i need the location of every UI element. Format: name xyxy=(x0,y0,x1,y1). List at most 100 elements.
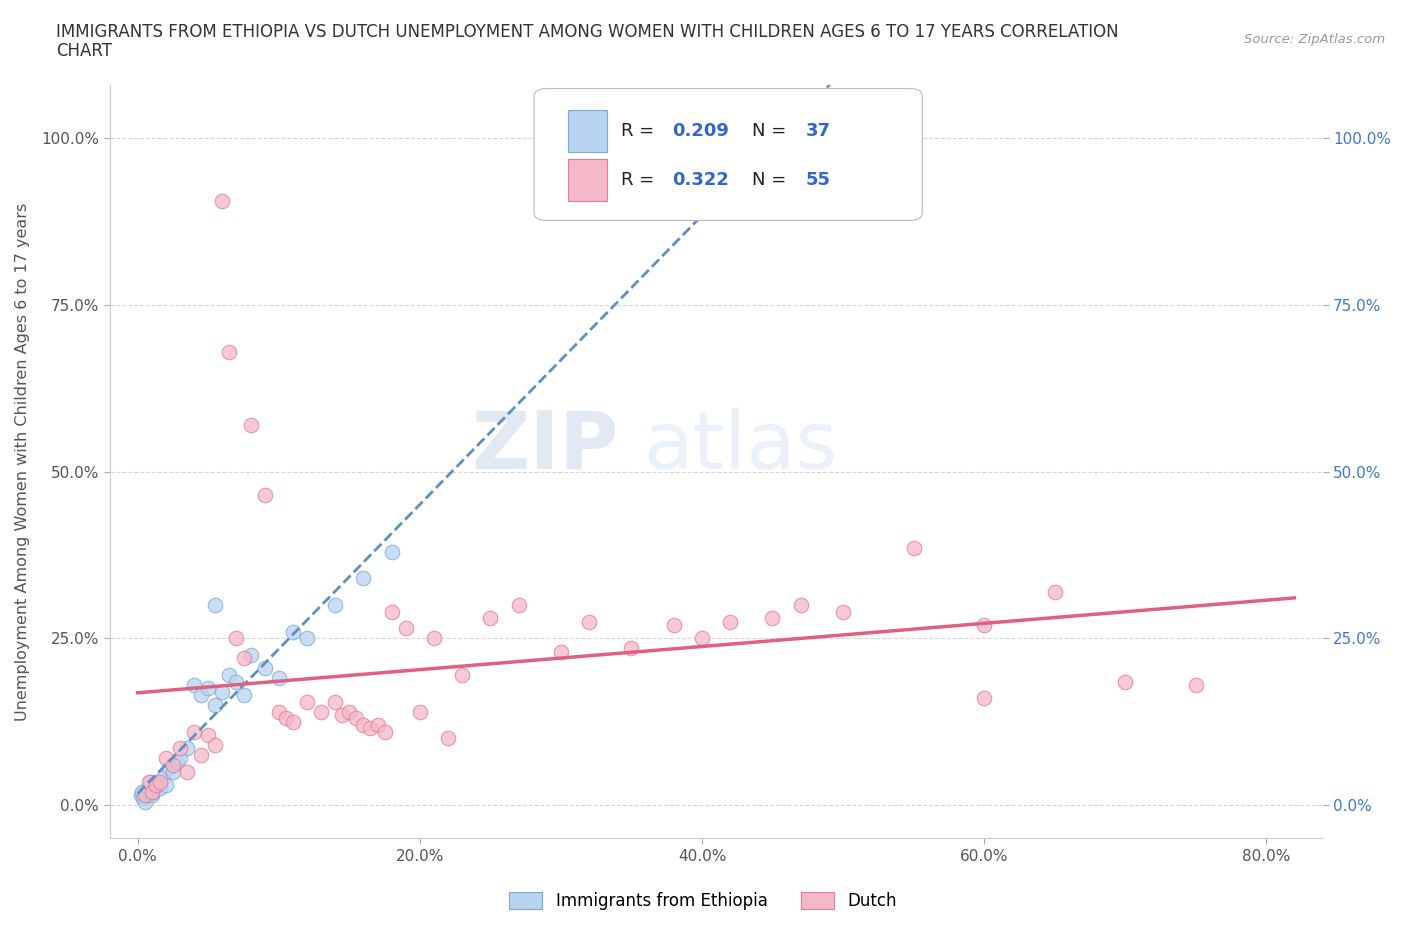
Point xyxy=(138,775,160,790)
Point xyxy=(138,784,160,799)
Point xyxy=(374,724,396,739)
Point xyxy=(211,684,233,699)
Point xyxy=(141,784,163,799)
Point xyxy=(267,671,290,685)
Point xyxy=(359,721,381,736)
Point xyxy=(141,788,163,803)
Text: N =: N = xyxy=(752,171,793,189)
Point xyxy=(352,718,374,733)
Point xyxy=(190,687,212,702)
FancyBboxPatch shape xyxy=(568,111,607,152)
Point xyxy=(508,598,530,613)
Point xyxy=(155,751,177,765)
Point xyxy=(367,718,389,733)
Point xyxy=(789,598,811,613)
Point xyxy=(352,571,374,586)
Point xyxy=(204,698,226,712)
Point xyxy=(690,631,713,645)
FancyBboxPatch shape xyxy=(534,88,922,220)
Point xyxy=(620,641,643,656)
Point xyxy=(1184,678,1206,693)
Point xyxy=(218,344,240,359)
Point xyxy=(225,631,247,645)
Point xyxy=(204,598,226,613)
Point xyxy=(157,761,180,776)
Point xyxy=(395,621,418,636)
Point xyxy=(337,704,360,719)
Point xyxy=(146,775,169,790)
Text: CHART: CHART xyxy=(56,42,112,60)
FancyBboxPatch shape xyxy=(568,159,607,201)
Point xyxy=(330,708,353,723)
Point xyxy=(152,771,174,786)
Point xyxy=(323,695,346,710)
Point xyxy=(281,714,304,729)
Point xyxy=(204,737,226,752)
Point xyxy=(253,661,276,676)
Point xyxy=(143,777,166,792)
Point xyxy=(166,754,188,769)
Point xyxy=(162,758,184,773)
Point xyxy=(239,647,262,662)
Point xyxy=(135,788,157,803)
Point xyxy=(295,695,318,710)
Point xyxy=(183,678,205,693)
Text: 55: 55 xyxy=(806,171,831,189)
Point xyxy=(323,598,346,613)
Point xyxy=(197,681,219,696)
Point xyxy=(1043,584,1066,599)
Point xyxy=(131,784,153,799)
Point xyxy=(232,687,254,702)
Text: ZIP: ZIP xyxy=(472,407,619,485)
Point xyxy=(169,751,191,765)
Point xyxy=(218,668,240,683)
Point xyxy=(145,777,167,792)
Point xyxy=(162,764,184,779)
Point xyxy=(134,794,156,809)
Text: R =: R = xyxy=(621,122,661,140)
Point xyxy=(232,651,254,666)
Point xyxy=(176,764,198,779)
Point xyxy=(134,788,156,803)
Point xyxy=(423,631,446,645)
Point xyxy=(718,614,741,629)
Legend: Immigrants from Ethiopia, Dutch: Immigrants from Ethiopia, Dutch xyxy=(502,885,904,917)
Point xyxy=(155,777,177,792)
Point xyxy=(381,604,404,619)
Text: atlas: atlas xyxy=(644,407,838,485)
Point xyxy=(437,731,460,746)
Point xyxy=(139,775,162,790)
Point xyxy=(253,487,276,502)
Point xyxy=(274,711,297,725)
Point xyxy=(973,618,995,632)
Text: Source: ZipAtlas.com: Source: ZipAtlas.com xyxy=(1244,33,1385,46)
Point xyxy=(225,674,247,689)
Point xyxy=(578,614,600,629)
Point xyxy=(761,611,783,626)
Point xyxy=(344,711,367,725)
Point xyxy=(409,704,432,719)
Point xyxy=(136,781,159,796)
Point xyxy=(973,691,995,706)
Point xyxy=(239,418,262,432)
Text: IMMIGRANTS FROM ETHIOPIA VS DUTCH UNEMPLOYMENT AMONG WOMEN WITH CHILDREN AGES 6 : IMMIGRANTS FROM ETHIOPIA VS DUTCH UNEMPL… xyxy=(56,23,1119,41)
Text: 0.209: 0.209 xyxy=(672,122,730,140)
Text: R =: R = xyxy=(621,171,661,189)
Point xyxy=(381,544,404,559)
Point xyxy=(662,618,685,632)
Point xyxy=(129,788,152,803)
Point xyxy=(451,668,474,683)
Text: 37: 37 xyxy=(806,122,831,140)
Point xyxy=(176,741,198,756)
Point xyxy=(190,748,212,763)
Point xyxy=(149,781,172,796)
Point xyxy=(1114,674,1136,689)
Point xyxy=(142,784,165,799)
Text: 0.322: 0.322 xyxy=(672,171,730,189)
Point xyxy=(211,194,233,209)
Y-axis label: Unemployment Among Women with Children Ages 6 to 17 years: Unemployment Among Women with Children A… xyxy=(15,203,30,721)
Point xyxy=(149,775,172,790)
Point xyxy=(479,611,502,626)
Point xyxy=(309,704,332,719)
Point xyxy=(903,541,925,556)
